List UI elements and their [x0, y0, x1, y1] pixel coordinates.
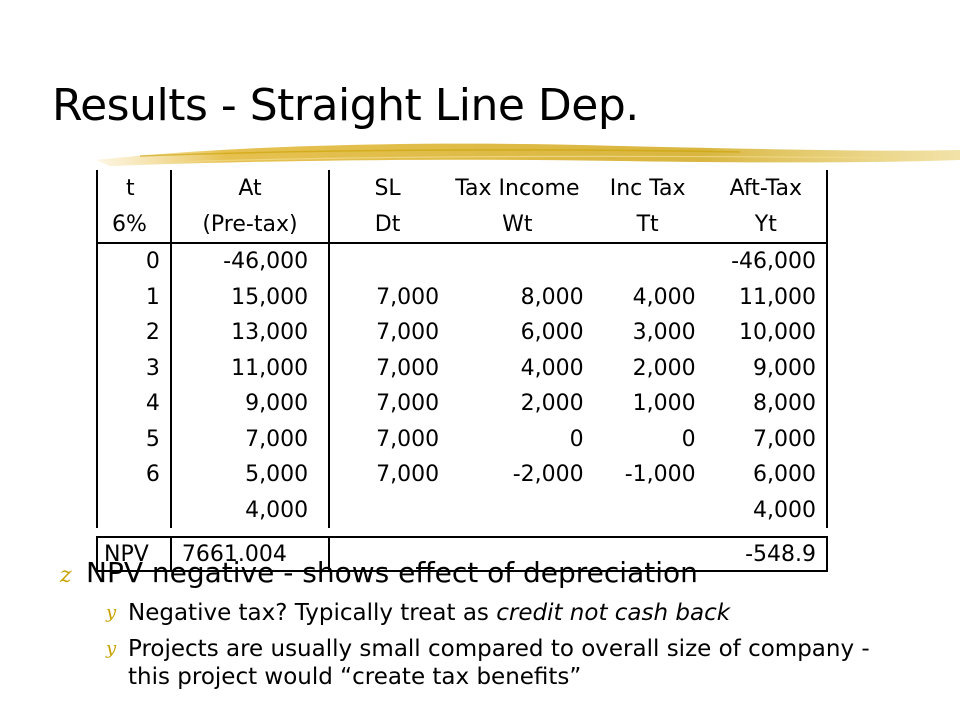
header-row-2: 6% (Pre-tax) Dt Wt Tt Yt	[96, 206, 829, 244]
bullet-sub-1-text: Negative tax? Typically treat as credit …	[128, 600, 731, 626]
sub-bullet-marker-icon: y	[106, 602, 117, 623]
table-row: 4 9,000 7,000 2,000 1,000 8,000	[96, 386, 829, 422]
cell-t: 6	[96, 457, 172, 493]
bullet-list: z NPV negative - shows effect of depreci…	[60, 556, 888, 691]
cell-dt: 7,000	[376, 391, 440, 417]
cell-t: 0	[96, 243, 172, 280]
header-pretax: (Pre-tax)	[170, 206, 331, 244]
table-row: 5 7,000 7,000 0 0 7,000	[96, 421, 829, 457]
table-row: 4,000 4,000	[96, 492, 829, 529]
cell-t	[96, 492, 172, 528]
header-sl: SL	[374, 175, 401, 201]
cell-t: 3	[96, 350, 172, 386]
cell-tt	[590, 493, 706, 529]
cell-yt: 9,000	[705, 350, 829, 386]
cell-wt: 6,000	[520, 320, 584, 346]
cell-dt: 7,000	[376, 284, 440, 310]
cell-dt: 7,000	[376, 320, 440, 346]
cell-at: 9,000	[170, 386, 331, 422]
results-table-container: t At SL Tax Income Inc Tax Aft-Tax 6% (P…	[96, 170, 829, 572]
cell-tt: 4,000	[632, 284, 696, 310]
cell-wt: 0	[569, 426, 584, 452]
bullet-sub-2-text: Projects are usually small compared to o…	[128, 636, 870, 690]
header-yt: Yt	[705, 206, 829, 244]
cell-at: -46,000	[170, 243, 331, 280]
cell-yt: -46,000	[705, 243, 829, 280]
cell-yt: 11,000	[705, 279, 829, 315]
npv-label: NPV	[96, 536, 172, 572]
table-row: 0 -46,000 -46,000	[96, 243, 829, 280]
cell-yt: 8,000	[705, 386, 829, 422]
bullet-sub-1: y Negative tax? Typically treat as credi…	[106, 599, 888, 627]
cell-tt: 0	[681, 426, 696, 452]
header-tt: Tt	[589, 206, 706, 244]
cell-tt: -1,000	[624, 462, 696, 488]
cell-at: 5,000	[170, 457, 331, 493]
header-row-1: t At SL Tax Income Inc Tax Aft-Tax	[96, 170, 829, 206]
slide-title: Results - Straight Line Dep.	[52, 80, 639, 131]
results-table: t At SL Tax Income Inc Tax Aft-Tax 6% (P…	[96, 170, 829, 572]
cell-dt: 7,000	[376, 462, 440, 488]
cell-wt: -2,000	[512, 462, 584, 488]
cell-yt: 7,000	[705, 421, 829, 457]
cell-wt	[445, 493, 590, 529]
cell-t: 2	[96, 315, 172, 351]
cell-at: 11,000	[170, 350, 331, 386]
cell-t: 4	[96, 386, 172, 422]
table-row: 2 13,000 7,000 6,000 3,000 10,000	[96, 315, 829, 351]
npv-pretax-value: 7661.004	[170, 536, 331, 572]
cell-wt	[445, 243, 590, 280]
cell-tt: 2,000	[632, 355, 696, 381]
cell-yt: 10,000	[705, 315, 829, 351]
cell-wt: 8,000	[520, 284, 584, 310]
cell-tt: 3,000	[632, 320, 696, 346]
bullet-main: z NPV negative - shows effect of depreci…	[60, 556, 888, 589]
bullet-main-text: NPV negative - shows effect of depreciat…	[86, 556, 698, 589]
cell-wt: 2,000	[520, 391, 584, 417]
npv-row: NPV 7661.004 -548.9	[96, 536, 829, 572]
sub-bullet-marker-icon: y	[106, 638, 117, 659]
cell-at: 7,000	[170, 421, 331, 457]
header-tax-income: Tax Income	[455, 175, 580, 201]
table-row: 6 5,000 7,000 -2,000 -1,000 6,000	[96, 457, 829, 493]
cell-yt: 4,000	[705, 492, 829, 528]
header-aft-tax: Aft-Tax	[705, 170, 829, 206]
cell-t: 5	[96, 421, 172, 457]
header-inc-tax: Inc Tax	[609, 175, 686, 201]
cell-at: 15,000	[170, 279, 331, 315]
cell-dt: 7,000	[376, 426, 440, 452]
cell-tt: 1,000	[632, 391, 696, 417]
cell-at: 4,000	[170, 492, 331, 528]
cell-dt: 7,000	[376, 355, 440, 381]
header-t: t	[96, 170, 172, 206]
cell-wt: 4,000	[520, 355, 584, 381]
table-spacer-row	[97, 528, 827, 537]
cell-dt	[329, 243, 445, 280]
cell-dt	[329, 493, 445, 529]
header-at: At	[170, 170, 331, 206]
header-wt: Wt	[445, 206, 590, 244]
bullet-sub-2: y Projects are usually small compared to…	[106, 635, 888, 691]
header-dt: Dt	[329, 206, 446, 244]
table-row: 1 15,000 7,000 8,000 4,000 11,000	[96, 279, 829, 315]
table-row: 3 11,000 7,000 4,000 2,000 9,000	[96, 350, 829, 386]
cell-at: 13,000	[170, 315, 331, 351]
cell-tt	[590, 243, 706, 280]
bullet-marker-icon: z	[60, 563, 72, 588]
cell-t: 1	[96, 279, 172, 315]
cell-yt: 6,000	[705, 457, 829, 493]
npv-aftertax-value: -548.9	[705, 536, 829, 572]
header-rate: 6%	[96, 206, 172, 244]
